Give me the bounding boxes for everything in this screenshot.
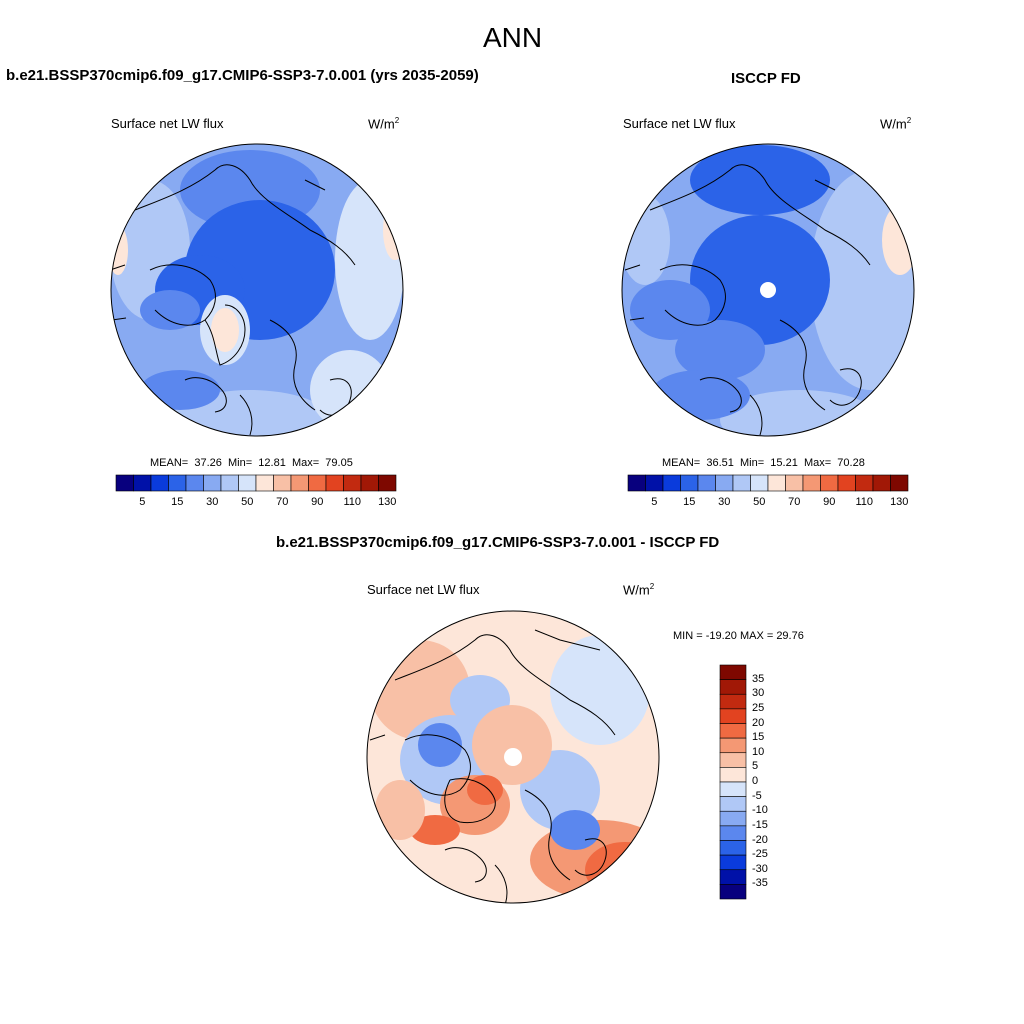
colorbar-tick-label: 20 xyxy=(752,716,765,729)
colorbar-tick-label: 90 xyxy=(311,496,324,508)
model-stats: MEAN= 37.26 Min= 12.81 Max= 79.05 xyxy=(150,457,353,469)
colorbar-tick-label: -5 xyxy=(752,789,762,802)
colorbar-tick-label: 0 xyxy=(752,775,759,787)
colorbar-tick-label: 15 xyxy=(171,496,184,508)
colorbar-tick-label: 50 xyxy=(241,496,254,508)
colorbar-swatch xyxy=(719,810,747,827)
colorbar-tick-label: 25 xyxy=(752,701,765,714)
colorbar-tick-label: -35 xyxy=(752,877,768,890)
colorbar-tick-label: 5 xyxy=(139,496,146,508)
colorbar-tick-label: 15 xyxy=(752,731,765,744)
obs-variable-label: Surface net LW flux xyxy=(623,116,736,131)
colorbar-tick-label: -30 xyxy=(752,862,768,875)
obs-panel-title: ISCCP FD xyxy=(731,70,801,87)
colorbar-tick-label: -15 xyxy=(752,818,768,831)
obs-coastlines xyxy=(624,164,871,436)
colorbar-tick-label: 70 xyxy=(276,496,289,508)
colorbar-tick-label: 30 xyxy=(752,687,765,700)
colorbar-tick-label: 130 xyxy=(378,496,397,508)
diff-units-label: W/m2 xyxy=(623,582,655,598)
colorbar-swatch xyxy=(719,796,747,812)
colorbar-tick-label: 10 xyxy=(752,745,765,758)
diff-minmax: MIN = -19.20 MAX = 29.76 xyxy=(673,630,804,642)
colorbar-tick-label: 130 xyxy=(890,496,909,508)
colorbar-swatch xyxy=(719,840,747,856)
colorbar-swatch xyxy=(378,474,397,492)
colorbar-swatch xyxy=(719,752,747,768)
colorbar-tick-label: 30 xyxy=(718,496,731,508)
colorbar-tick-label: 15 xyxy=(683,496,696,508)
colorbar-tick-label: 110 xyxy=(343,496,362,508)
colorbar-tick-label: 5 xyxy=(651,496,658,508)
colorbar-swatch xyxy=(719,723,747,739)
colorbar-swatch xyxy=(719,664,747,680)
diff-variable-label: Surface net LW flux xyxy=(367,582,480,597)
obs-units-label: W/m2 xyxy=(880,116,912,132)
colorbar-swatch xyxy=(719,737,747,754)
colorbar-tick-label: -20 xyxy=(752,833,768,846)
colorbar-tick-label: -10 xyxy=(752,804,768,817)
colorbar-swatch xyxy=(890,474,909,492)
obs-stats: MEAN= 36.51 Min= 15.21 Max= 70.28 xyxy=(662,457,865,469)
colorbar-swatch xyxy=(719,708,747,724)
page-title: ANN xyxy=(483,22,543,53)
colorbar-swatch xyxy=(719,679,747,695)
colorbar-swatch xyxy=(719,693,747,710)
colorbar-tick-label: 5 xyxy=(752,760,759,773)
colorbar-swatch xyxy=(719,854,747,871)
diff-panel-title: b.e21.BSSP370cmip6.f09_g17.CMIP6-SSP3-7.… xyxy=(276,534,720,551)
model-variable-label: Surface net LW flux xyxy=(111,116,224,131)
colorbar-tick-label: 35 xyxy=(752,672,765,685)
model-panel-title: b.e21.BSSP370cmip6.f09_g17.CMIP6-SSP3-7.… xyxy=(6,67,479,84)
colorbar-tick-label: 70 xyxy=(788,496,801,508)
colorbar-tick-label: 30 xyxy=(206,496,219,508)
colorbar-swatch xyxy=(719,781,747,797)
colorbar-tick-label: -25 xyxy=(752,848,768,861)
colorbar-tick-label: 50 xyxy=(753,496,766,508)
diff-coastlines xyxy=(369,629,616,903)
colorbar-swatch xyxy=(719,825,747,841)
model-units-label: W/m2 xyxy=(368,116,400,132)
colorbar-swatch xyxy=(719,884,747,900)
colorbar-swatch xyxy=(719,767,747,783)
colorbar-tick-label: 110 xyxy=(855,496,874,508)
colorbar-tick-label: 90 xyxy=(823,496,836,508)
colorbar-swatch xyxy=(719,869,747,885)
